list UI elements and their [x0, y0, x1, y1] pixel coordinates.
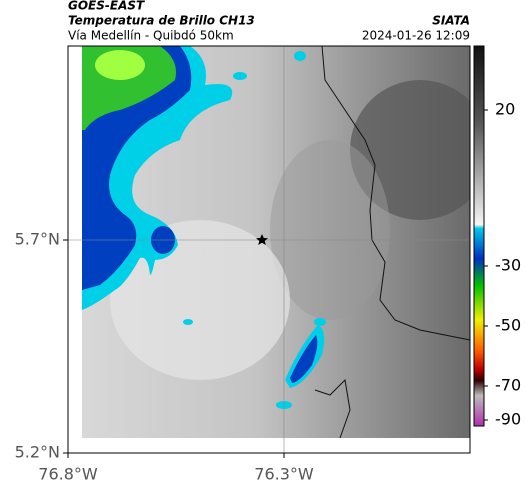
colorbar-label: 20 [495, 100, 515, 119]
colorbar-label: -50 [495, 316, 521, 335]
x-tick-label: 76.3°W [254, 465, 314, 484]
subtitle: Temperatura de Brillo CH13 [68, 14, 255, 28]
colorbar-label: -70 [495, 376, 521, 395]
location-marker [256, 234, 268, 245]
colorbar-labels: 20 -30 -50 -70 -90 [484, 100, 521, 429]
axis-labels: 5.7°N 5.2°N 76.8°W 76.3°W [15, 230, 314, 484]
colorbar [473, 45, 485, 427]
plot-frame [67, 45, 471, 454]
y-tick-label: 5.7°N [15, 230, 60, 249]
title: GOES-EAST [68, 0, 145, 13]
colorbar-label: -30 [495, 256, 521, 275]
x-tick-label: 76.8°W [38, 465, 98, 484]
location: Vía Medellín - Quibdó 50km [68, 29, 234, 43]
y-tick-label: 5.2°N [15, 443, 60, 462]
datetime: 2024-01-26 12:09 [362, 29, 470, 43]
source: SIATA [432, 14, 470, 28]
colorbar-label: -90 [495, 410, 521, 429]
satellite-image [82, 46, 470, 438]
